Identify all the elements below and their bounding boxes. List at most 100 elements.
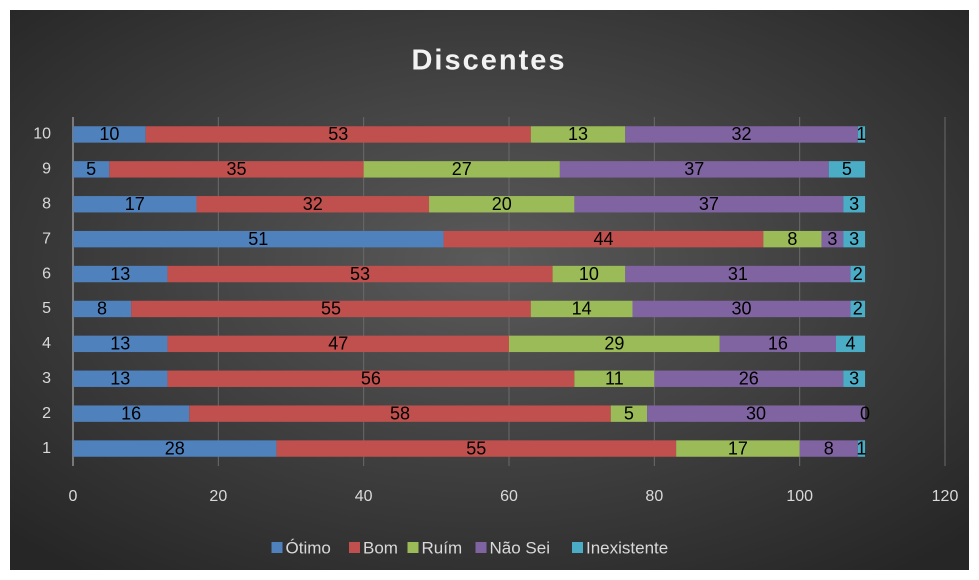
data-label: 58 bbox=[390, 403, 410, 423]
data-label: 16 bbox=[768, 334, 788, 354]
y-tick-label: 10 bbox=[33, 126, 51, 143]
legend-swatch bbox=[271, 542, 283, 553]
data-label: 8 bbox=[824, 438, 834, 458]
chart-background bbox=[10, 10, 969, 570]
legend-label: Inexistente bbox=[586, 538, 668, 557]
bar-segment bbox=[676, 440, 800, 457]
bar-segment bbox=[73, 335, 168, 353]
bar-segment bbox=[857, 126, 866, 143]
data-label: 55 bbox=[466, 438, 486, 458]
y-tick-label: 5 bbox=[42, 300, 51, 317]
data-label: 14 bbox=[572, 299, 592, 319]
data-label: 13 bbox=[568, 124, 588, 144]
bar-segment bbox=[73, 440, 277, 457]
chart-title: Discentes bbox=[411, 45, 566, 77]
data-label: 20 bbox=[492, 194, 512, 214]
y-tick-label: 1 bbox=[42, 440, 51, 457]
bar-segment bbox=[552, 265, 626, 283]
data-label: 8 bbox=[787, 229, 797, 249]
bar-segment bbox=[763, 230, 822, 248]
bar-segment bbox=[73, 370, 168, 387]
bar-segment bbox=[625, 265, 851, 283]
bar-segment bbox=[654, 370, 844, 387]
bar-segment bbox=[821, 230, 844, 248]
data-label: 8 bbox=[97, 299, 107, 319]
data-label: 55 bbox=[321, 299, 341, 319]
data-label: 37 bbox=[684, 159, 704, 179]
data-label: 10 bbox=[579, 264, 599, 284]
data-label: 2 bbox=[853, 299, 863, 319]
bar-segment bbox=[167, 265, 553, 283]
y-tick-label: 6 bbox=[42, 265, 51, 282]
data-label: 13 bbox=[110, 334, 130, 354]
data-label: 56 bbox=[361, 369, 381, 389]
data-label: 11 bbox=[605, 369, 624, 389]
data-label: 4 bbox=[846, 334, 856, 354]
bar-segment bbox=[276, 440, 677, 457]
bar-segment bbox=[632, 300, 851, 318]
bar-segment bbox=[73, 161, 110, 178]
data-label: 35 bbox=[226, 159, 246, 179]
bar-segment bbox=[843, 196, 866, 213]
bar-segment bbox=[843, 230, 866, 248]
data-label: 1 bbox=[856, 124, 866, 144]
data-label: 17 bbox=[728, 438, 748, 458]
bar-segment bbox=[189, 405, 611, 422]
data-label: 3 bbox=[849, 194, 859, 214]
bar-segment bbox=[850, 265, 866, 283]
y-tick-label: 3 bbox=[42, 370, 51, 387]
legend-swatch bbox=[475, 542, 487, 553]
bar-segment bbox=[509, 335, 720, 353]
bar-segment bbox=[167, 370, 575, 387]
data-label: 37 bbox=[699, 194, 719, 214]
y-tick-label: 8 bbox=[42, 195, 51, 212]
data-label: 5 bbox=[86, 159, 96, 179]
bar-segment bbox=[73, 405, 190, 422]
bar-segment bbox=[73, 126, 146, 143]
y-tick-label: 9 bbox=[42, 161, 51, 178]
y-tick-label: 2 bbox=[42, 405, 51, 422]
data-label: 16 bbox=[121, 403, 141, 423]
bar-segment bbox=[850, 300, 866, 318]
bar-segment bbox=[73, 230, 444, 248]
bar-segment bbox=[836, 335, 866, 353]
legend-label: Bom bbox=[363, 538, 398, 557]
data-label: 0 bbox=[860, 403, 870, 423]
data-label: 31 bbox=[728, 264, 748, 284]
data-label: 32 bbox=[732, 124, 752, 144]
legend-swatch bbox=[572, 542, 583, 553]
bar-segment bbox=[73, 300, 132, 318]
data-label: 1 bbox=[856, 438, 866, 458]
bar-segment bbox=[530, 300, 633, 318]
x-tick-label: 20 bbox=[209, 488, 227, 505]
bar-segment bbox=[109, 161, 364, 178]
bar-segment bbox=[167, 335, 509, 353]
bar-segment bbox=[799, 440, 858, 457]
bar-segment bbox=[647, 405, 866, 422]
data-label: 3 bbox=[827, 229, 837, 249]
bar-segment bbox=[559, 161, 829, 178]
x-tick-label: 80 bbox=[645, 488, 663, 505]
data-label: 5 bbox=[842, 159, 852, 179]
bar-segment bbox=[530, 126, 626, 143]
bar-segment bbox=[131, 300, 531, 318]
bar-segment bbox=[828, 161, 866, 178]
bar-segment bbox=[429, 196, 575, 213]
data-label: 13 bbox=[110, 264, 130, 284]
data-label: 27 bbox=[452, 159, 472, 179]
x-tick-label: 60 bbox=[500, 488, 518, 505]
bar-segment bbox=[196, 196, 430, 213]
legend-label: Ótimo bbox=[286, 538, 331, 557]
x-tick-label: 40 bbox=[355, 488, 373, 505]
legend-swatch bbox=[407, 542, 419, 553]
y-tick-label: 4 bbox=[42, 335, 51, 352]
bar-segment bbox=[719, 335, 836, 353]
x-tick-label: 0 bbox=[69, 488, 78, 505]
legend-label: Ruím bbox=[422, 538, 463, 557]
data-label: 5 bbox=[624, 403, 634, 423]
bar-segment bbox=[443, 230, 764, 248]
data-label: 29 bbox=[604, 334, 624, 354]
bar-segment bbox=[625, 126, 858, 143]
data-label: 17 bbox=[125, 194, 145, 214]
